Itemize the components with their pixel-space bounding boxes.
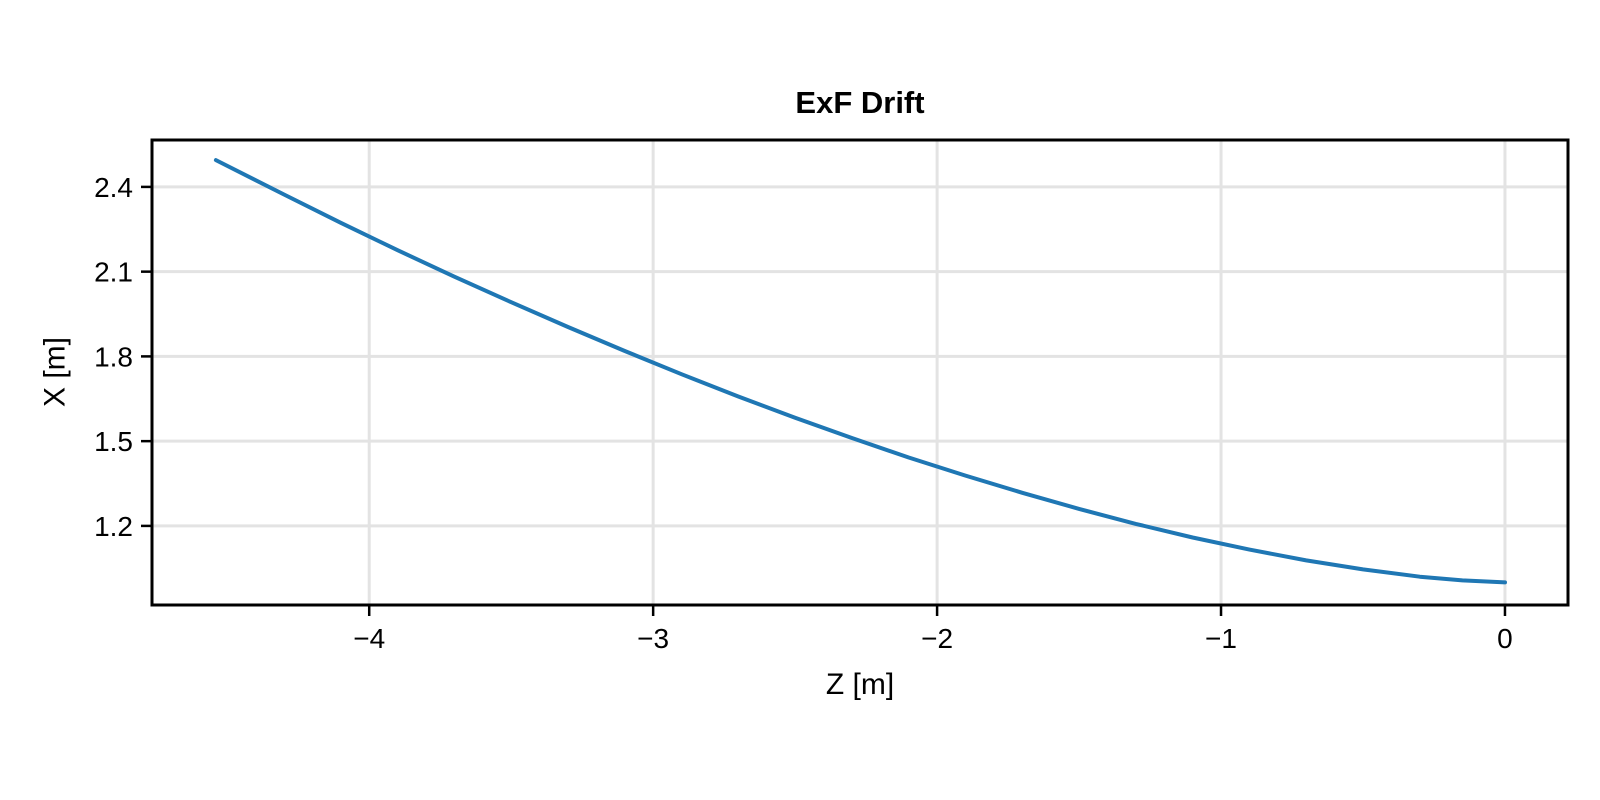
y-tick-label: 2.4 <box>94 172 133 203</box>
x-axis-label: Z [m] <box>825 668 895 701</box>
y-tick-label: 1.2 <box>94 511 133 542</box>
y-tick-label: 2.1 <box>94 257 133 288</box>
plot-frame <box>150 138 1570 607</box>
y-tick-label: 1.8 <box>94 341 133 372</box>
chart-title: ExF Drift <box>795 85 925 120</box>
x-tick-label: −4 <box>353 623 385 654</box>
x-tick-label: −3 <box>637 623 669 654</box>
x-tick-label: −1 <box>1205 623 1237 654</box>
y-tick-label: 1.5 <box>94 426 133 457</box>
x-tick-label: 0 <box>1497 623 1513 654</box>
x-tick-label: −2 <box>921 623 953 654</box>
series-line <box>213 158 1507 585</box>
